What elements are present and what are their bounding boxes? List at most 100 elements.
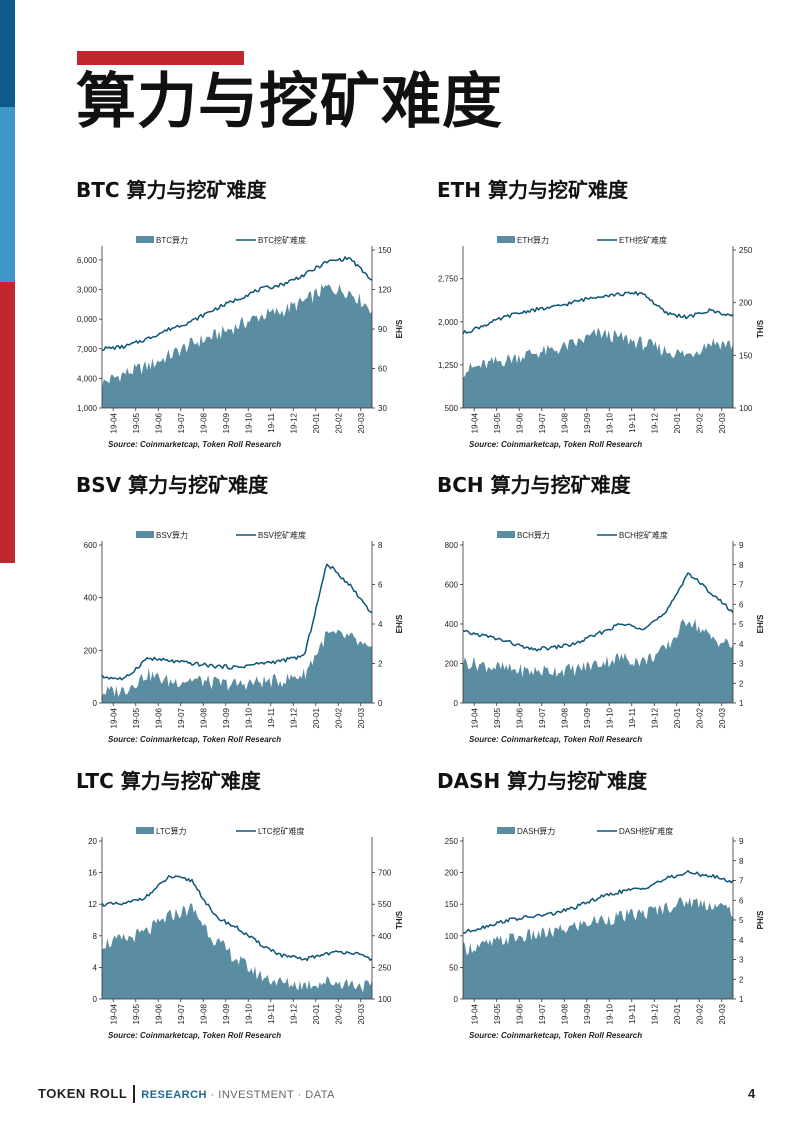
legend-swatch-hashrate <box>497 531 515 538</box>
y-tick-label: 600 <box>84 541 98 550</box>
chart-title: LTC 算力与挖矿难度 <box>76 769 261 793</box>
y2-tick-label: 8 <box>739 561 744 570</box>
chart-source: Source: Coinmarketcap, Token Roll Resear… <box>469 1031 642 1040</box>
y-tick-label: 13,000 <box>76 286 98 295</box>
legend-label-difficulty: BCH挖矿难度 <box>619 530 668 540</box>
y2-axis-label: EH/S <box>756 614 765 633</box>
y2-tick-label: 8 <box>378 541 383 550</box>
y-tick-label: 0 <box>93 699 98 708</box>
x-tick-label: 20-01 <box>312 707 321 728</box>
difficulty-line <box>462 572 734 652</box>
y2-tick-label: 4 <box>739 936 744 945</box>
x-tick-label: 20-02 <box>334 707 343 728</box>
y2-tick-label: 2 <box>378 660 383 669</box>
x-tick-label: 19-06 <box>515 412 524 433</box>
y2-tick-label: 200 <box>739 299 753 308</box>
y-tick-label: 50 <box>449 963 458 972</box>
x-tick-label: 19-09 <box>222 707 231 728</box>
x-tick-label: 19-06 <box>154 707 163 728</box>
y2-tick-label: 1 <box>739 699 744 708</box>
hashrate-area <box>102 283 372 408</box>
y-tick-label: 2,750 <box>438 275 459 284</box>
y2-tick-label: 9 <box>739 541 744 550</box>
y-tick-label: 800 <box>445 541 459 550</box>
y2-tick-label: 2 <box>739 975 744 984</box>
x-tick-label: 19-10 <box>605 412 614 433</box>
hashrate-area <box>463 897 733 999</box>
x-tick-label: 19-05 <box>132 1003 141 1024</box>
y2-tick-label: 100 <box>378 995 392 1004</box>
y2-axis-label: TH/S <box>756 319 765 338</box>
y-tick-label: 150 <box>445 900 459 909</box>
chart-title: DASH 算力与挖矿难度 <box>437 769 648 793</box>
x-tick-label: 20-02 <box>334 412 343 433</box>
difficulty-line <box>101 875 373 962</box>
chart-plot: 0 200 400 600 800 1 2 3 4 5 6 7 8 9 19-04 19-05 19-06 19-… <box>445 530 765 744</box>
y2-tick-label: 6 <box>739 600 744 609</box>
x-tick-label: 19-07 <box>538 1003 547 1024</box>
x-tick-label: 19-12 <box>650 412 659 433</box>
x-tick-label: 20-02 <box>695 1003 704 1024</box>
difficulty-line <box>101 256 373 351</box>
footer-divider <box>133 1085 136 1103</box>
x-tick-label: 20-01 <box>673 412 682 433</box>
y2-axis-label: PH/S <box>756 910 765 929</box>
x-tick-label: 19-08 <box>199 412 208 433</box>
legend-swatch-hashrate <box>136 531 154 538</box>
hashrate-area <box>463 618 733 703</box>
x-tick-label: 20-03 <box>357 1003 366 1024</box>
chart-source: Source: Coinmarketcap, Token Roll Resear… <box>108 1031 281 1040</box>
y2-tick-label: 150 <box>739 351 753 360</box>
x-tick-label: 19-04 <box>109 1003 118 1024</box>
x-tick-label: 19-12 <box>289 1003 298 1024</box>
y2-axis-label: EH/S <box>395 319 404 338</box>
x-tick-label: 19-07 <box>177 1003 186 1024</box>
chart-source: Source: Coinmarketcap, Token Roll Resear… <box>469 440 642 449</box>
x-tick-label: 19-08 <box>199 707 208 728</box>
hashrate-area <box>463 327 733 408</box>
page-title: 算力与挖矿难度 <box>76 67 503 137</box>
chart-plot: 500 1,250 2,000 2,750 100 150 200 250 19-04 19-05… <box>438 235 765 449</box>
x-tick-label: 19-07 <box>538 707 547 728</box>
x-tick-label: 20-03 <box>718 707 727 728</box>
y-tick-label: 200 <box>84 646 98 655</box>
y2-tick-label: 2 <box>739 679 744 688</box>
x-tick-label: 20-01 <box>312 412 321 433</box>
x-tick-label: 19-07 <box>177 412 186 433</box>
y2-tick-label: 3 <box>739 660 744 669</box>
x-tick-label: 19-11 <box>267 707 276 727</box>
x-tick-label: 19-12 <box>289 707 298 728</box>
y-tick-label: 4 <box>93 963 98 972</box>
chart-title: ETH 算力与挖矿难度 <box>437 178 629 202</box>
y-tick-label: 4,000 <box>77 374 98 383</box>
x-tick-label: 19-04 <box>470 707 479 728</box>
legend-swatch-hashrate <box>136 236 154 243</box>
x-tick-label: 19-09 <box>583 412 592 433</box>
legend-label-hashrate: ETH算力 <box>517 235 549 245</box>
chart-title: BSV 算力与挖矿难度 <box>76 473 269 497</box>
legend-label-hashrate: LTC算力 <box>156 826 187 836</box>
x-tick-label: 19-08 <box>560 412 569 433</box>
y2-tick-label: 5 <box>739 620 744 629</box>
legend-label-difficulty: DASH挖矿难度 <box>619 826 673 836</box>
legend-label-hashrate: DASH算力 <box>517 826 555 836</box>
x-tick-label: 20-03 <box>357 412 366 433</box>
y2-tick-label: 250 <box>378 963 392 972</box>
chart-source: Source: Coinmarketcap, Token Roll Resear… <box>108 440 281 449</box>
x-tick-label: 19-10 <box>244 707 253 728</box>
y-tick-label: 7,000 <box>77 345 98 354</box>
legend-label-difficulty: LTC挖矿难度 <box>258 826 305 836</box>
x-tick-label: 20-01 <box>673 1003 682 1024</box>
x-tick-label: 19-05 <box>493 1003 502 1024</box>
footer-tagline: · INVESTMENT · DATA <box>207 1089 335 1102</box>
chart-block: BSV 算力与挖矿难度 0 200 400 600 0 2 4 6 8 19-04 19-05 19-0… <box>76 475 426 750</box>
chart-block: DASH 算力与挖矿难度 0 50 100 150 200 250 1 2 3 4 5 6 7 8 9 19-0… <box>437 771 787 1046</box>
y2-tick-label: 150 <box>378 246 392 255</box>
y2-tick-label: 6 <box>739 896 744 905</box>
page-number: 4 <box>748 1086 756 1101</box>
x-tick-label: 19-11 <box>267 412 276 432</box>
y-tick-label: 1,250 <box>438 361 459 370</box>
x-tick-label: 19-06 <box>515 707 524 728</box>
chart-block: LTC 算力与挖矿难度 0 4 8 12 16 20 100 250 400 550 700 19-04… <box>76 771 426 1046</box>
x-tick-label: 19-04 <box>470 1003 479 1024</box>
